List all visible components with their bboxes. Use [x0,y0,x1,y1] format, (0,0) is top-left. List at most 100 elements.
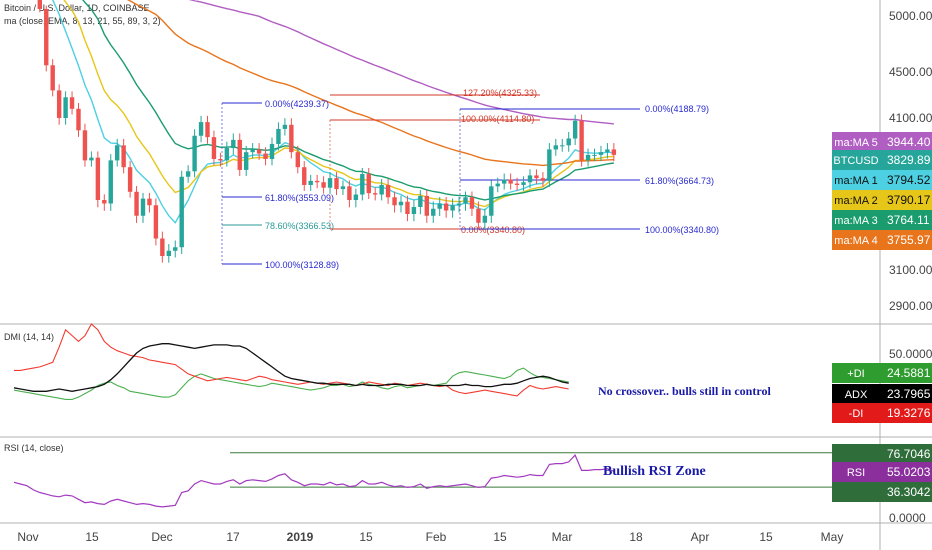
candle[interactable] [250,143,255,159]
candle[interactable] [379,179,384,201]
candle[interactable] [295,145,300,174]
candle[interactable] [405,195,410,222]
candle[interactable] [392,191,397,213]
ma4-line[interactable] [14,0,614,167]
candle[interactable] [508,173,513,190]
candle[interactable] [334,172,339,195]
candle[interactable] [605,143,610,159]
candle[interactable] [89,151,94,167]
candle[interactable] [443,197,449,218]
ma5-line[interactable] [14,0,614,125]
candle[interactable] [431,201,436,223]
candle[interactable] [160,231,165,263]
candle[interactable] [314,174,320,189]
adx-line[interactable] [13,343,569,392]
candle[interactable] [347,180,352,208]
candle[interactable] [282,118,288,136]
candle[interactable] [540,172,546,187]
candle[interactable] [302,161,307,191]
candle[interactable] [134,185,139,223]
candle[interactable] [566,132,571,152]
candle[interactable] [373,187,378,201]
minus-di-line[interactable] [14,323,569,397]
candle[interactable] [256,143,262,160]
rsi-line[interactable] [13,454,615,508]
candle[interactable] [218,152,223,167]
candle[interactable] [205,115,210,144]
candle[interactable] [437,197,442,216]
candle[interactable] [340,180,346,195]
candle[interactable] [231,133,236,155]
candle[interactable] [476,201,481,230]
candle[interactable] [95,151,101,208]
candle[interactable] [56,84,62,125]
candle[interactable] [50,59,55,97]
candle[interactable] [198,115,204,143]
candle[interactable] [173,240,178,258]
candle[interactable] [82,123,88,167]
ma1-line[interactable] [14,0,614,224]
candle[interactable] [585,148,591,167]
ma3-line[interactable] [14,0,614,201]
candle[interactable] [366,167,371,199]
candle[interactable] [127,161,133,198]
candle[interactable] [424,190,429,223]
candle[interactable] [185,165,191,183]
candle[interactable] [450,198,455,218]
candle[interactable] [224,141,230,167]
candle[interactable] [572,114,578,145]
candle[interactable] [244,145,249,177]
candle[interactable] [579,114,584,167]
candle[interactable] [353,188,359,208]
candle[interactable] [140,192,146,223]
candle[interactable] [598,145,604,162]
candle[interactable] [482,208,488,230]
candle[interactable] [102,194,107,211]
candle[interactable] [489,180,494,223]
candle[interactable] [37,0,42,13]
candle[interactable] [153,198,159,246]
candle[interactable] [147,192,152,213]
candle[interactable] [115,138,120,167]
candle[interactable] [211,130,217,166]
candle[interactable] [385,179,391,204]
ma1-name: ma:MA 1 [834,175,877,187]
candle[interactable] [592,148,597,162]
candle[interactable] [418,190,423,215]
candle[interactable] [166,244,171,263]
candle[interactable] [327,172,333,194]
candle[interactable] [308,174,313,191]
candle[interactable] [553,138,558,156]
candle[interactable] [108,154,113,211]
candle[interactable] [398,195,404,213]
candle[interactable] [534,169,539,185]
candle[interactable] [521,176,526,191]
rsi-lower-value: 36.3042 [887,485,931,499]
candle[interactable] [237,133,242,177]
candle[interactable] [321,176,326,194]
candle[interactable] [469,191,475,216]
candle[interactable] [463,191,468,211]
candle[interactable] [560,138,565,152]
candle[interactable] [276,122,281,151]
candle[interactable] [179,170,184,255]
candle[interactable] [263,147,268,166]
candle[interactable] [121,138,126,174]
candle[interactable] [527,169,533,189]
candle[interactable] [611,143,617,162]
candle[interactable] [411,199,417,222]
candle[interactable] [63,91,68,125]
candle[interactable] [547,143,552,187]
candle[interactable] [76,103,81,137]
candle[interactable] [502,173,507,190]
candle[interactable] [192,129,197,178]
candle[interactable] [44,5,49,72]
candle[interactable] [269,137,275,166]
candle[interactable] [514,177,520,191]
candle[interactable] [495,177,500,193]
candle[interactable] [456,197,462,213]
candle[interactable] [69,91,75,115]
candle[interactable] [289,118,294,159]
candle[interactable] [360,167,365,201]
